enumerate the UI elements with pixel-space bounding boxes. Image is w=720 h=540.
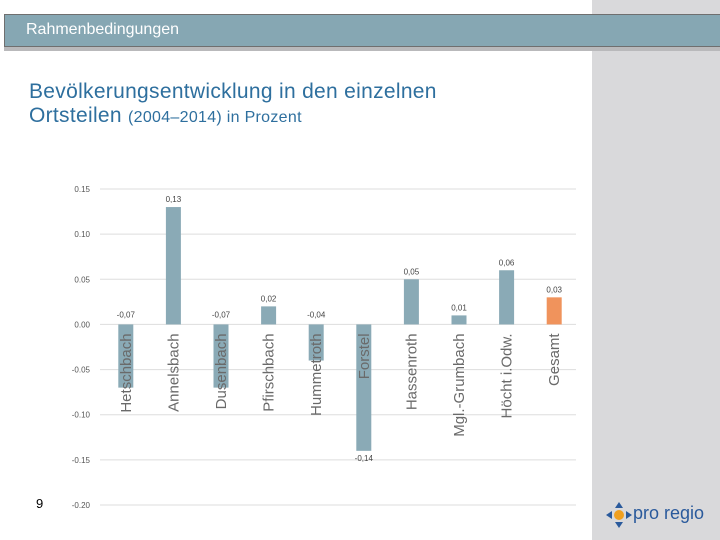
data-label: 0,06 bbox=[499, 258, 515, 267]
bar-h-cht-i-odw- bbox=[499, 270, 515, 325]
slide-title: Bevölkerungsentwicklung in den einzelnen… bbox=[29, 80, 437, 130]
slide-title-line2: Ortsteilen (2004–2014) in Prozent bbox=[29, 104, 437, 130]
bar-hummetroth bbox=[308, 324, 324, 361]
data-label: 0,03 bbox=[546, 285, 562, 294]
data-label: 0,13 bbox=[166, 195, 182, 204]
header-bar-shadow bbox=[4, 47, 720, 51]
page-number: 9 bbox=[36, 496, 44, 511]
category-label: Hetschbach bbox=[118, 333, 135, 412]
y-tick-label: -0.10 bbox=[72, 411, 91, 420]
data-label: 0,01 bbox=[451, 303, 467, 312]
y-tick-label: -0.20 bbox=[72, 501, 91, 510]
category-label: Pfirschbach bbox=[261, 333, 278, 411]
slide-title-line2-small: (2004–2014) in Prozent bbox=[128, 109, 302, 126]
y-tick-label: -0.05 bbox=[72, 366, 91, 375]
category-label: Hassenroth bbox=[403, 333, 420, 410]
y-tick-label: 0.10 bbox=[74, 230, 90, 239]
category-label: Hummetroth bbox=[308, 333, 325, 416]
right-side-panel bbox=[592, 0, 720, 540]
category-label: Annelsbach bbox=[165, 333, 182, 411]
category-label: Dusenbach bbox=[213, 333, 230, 409]
category-label: Höcht i.Odw. bbox=[499, 333, 516, 418]
bar-gesamt bbox=[546, 297, 562, 325]
pro-regio-logo-icon bbox=[606, 502, 632, 528]
slide-title-line2-main: Ortsteilen bbox=[29, 104, 128, 127]
category-label: Forstel bbox=[356, 333, 373, 379]
bar-hassenroth bbox=[403, 279, 419, 325]
data-label: -0,07 bbox=[212, 310, 231, 319]
category-label: Gesamt bbox=[546, 333, 563, 386]
category-label: Mgl.-Grumbach bbox=[451, 333, 468, 436]
y-tick-label: 0.05 bbox=[74, 275, 90, 284]
header-title: Rahmenbedingungen bbox=[26, 21, 180, 38]
y-tick-label: 0.00 bbox=[74, 320, 90, 329]
data-label: 0,05 bbox=[404, 267, 420, 276]
slide-title-line1: Bevölkerungsentwicklung in den einzelnen bbox=[29, 80, 437, 103]
bar-pfirschbach bbox=[261, 306, 277, 325]
bar-dusenbach bbox=[213, 324, 229, 388]
bar-mgl-grumbach bbox=[451, 315, 467, 325]
data-label: -0,04 bbox=[307, 310, 326, 319]
data-label: 0,02 bbox=[261, 294, 277, 303]
bar-chart: 0.15 0.10 0.05 0.00 -0.05 -0.10 -0.15 -0.20 -0,0… bbox=[72, 185, 576, 510]
bar-hetschbach bbox=[118, 324, 134, 388]
data-label: -0,14 bbox=[355, 454, 374, 463]
y-tick-label: -0.15 bbox=[72, 456, 91, 465]
data-label: -0,07 bbox=[117, 310, 136, 319]
bar-annelsbach bbox=[165, 207, 181, 325]
header-bar bbox=[4, 14, 720, 47]
logo-text: pro regio bbox=[633, 503, 705, 523]
y-tick-label: 0.15 bbox=[74, 185, 90, 194]
bar-forstel bbox=[356, 324, 372, 451]
